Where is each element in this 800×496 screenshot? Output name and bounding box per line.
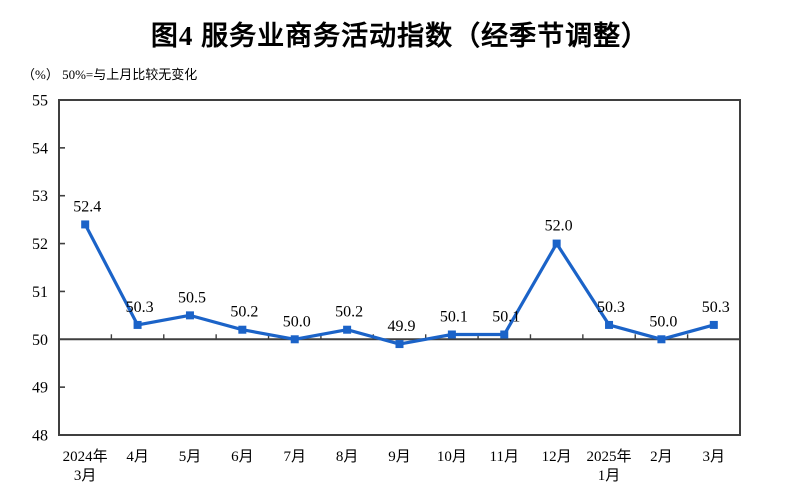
data-point <box>605 320 614 329</box>
x-category-label: 4月 <box>126 449 149 465</box>
data-point <box>81 220 90 229</box>
x-category-label: 10月 <box>437 449 467 465</box>
x-category-label: 2025年 <box>587 448 632 465</box>
y-tick-label: 50 <box>32 332 48 349</box>
data-point <box>185 311 194 320</box>
data-point <box>500 330 509 339</box>
data-label: 50.1 <box>440 309 468 326</box>
x-category-label: 3月 <box>74 468 97 484</box>
data-point <box>395 340 404 349</box>
data-label: 49.9 <box>388 318 416 335</box>
y-tick-label: 53 <box>32 188 48 205</box>
y-tick-label: 55 <box>32 93 48 110</box>
y-tick-label: 54 <box>32 140 48 157</box>
data-label: 50.2 <box>335 304 363 321</box>
data-point <box>552 239 561 248</box>
data-point <box>290 335 299 344</box>
chart-title: 图4 服务业商务活动指数（经季节调整） <box>150 21 650 51</box>
data-label: 52.4 <box>73 198 101 215</box>
data-label: 50.1 <box>492 309 520 326</box>
x-category-label: 11月 <box>490 449 519 465</box>
data-point <box>343 325 352 334</box>
data-point <box>447 330 456 339</box>
data-point <box>709 320 718 329</box>
data-label: 50.0 <box>283 313 311 330</box>
x-category-label: 2月 <box>650 449 673 465</box>
data-point <box>238 325 247 334</box>
x-category-label: 1月 <box>598 468 621 484</box>
x-category-label: 2024年 <box>63 448 108 465</box>
data-label: 50.3 <box>597 299 625 316</box>
data-label: 50.0 <box>649 313 677 330</box>
x-category-label: 3月 <box>703 449 726 465</box>
y-tick-label: 49 <box>32 380 48 397</box>
y-tick-label: 48 <box>32 428 48 445</box>
x-category-label: 8月 <box>336 449 359 465</box>
plot-frame <box>58 99 741 436</box>
data-label: 50.3 <box>126 299 154 316</box>
y-tick-label: 51 <box>32 284 48 301</box>
axis-unit-note: （%） 50%=与上月比较无变化 <box>22 67 198 82</box>
data-label: 52.0 <box>545 218 573 235</box>
y-tick-label: 52 <box>32 236 48 253</box>
x-category-label: 5月 <box>179 449 202 465</box>
x-category-label: 12月 <box>542 449 572 465</box>
data-label: 50.2 <box>230 304 258 321</box>
data-label: 50.3 <box>702 299 730 316</box>
x-category-label: 7月 <box>283 449 306 465</box>
data-label: 50.5 <box>178 289 206 306</box>
data-point <box>133 320 142 329</box>
x-category-label: 9月 <box>388 449 411 465</box>
x-category-label: 6月 <box>231 449 254 465</box>
data-point <box>657 335 666 344</box>
